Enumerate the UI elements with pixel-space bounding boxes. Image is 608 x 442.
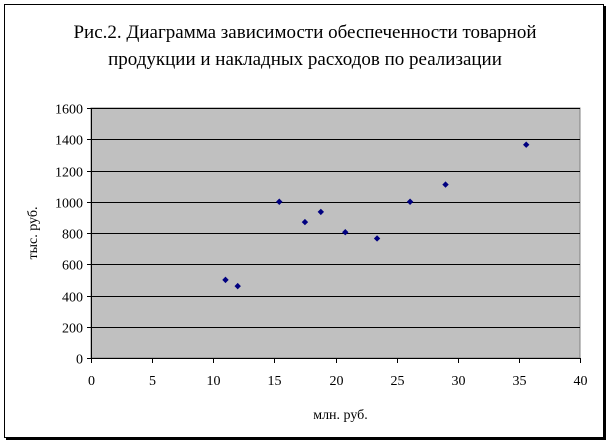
chart-frame: Рис.2. Диаграмма зависимости обеспеченно… xyxy=(4,4,604,438)
chart-title-line-2: продукции и накладных расходов по реализ… xyxy=(108,49,502,70)
data-points xyxy=(222,141,530,290)
axes xyxy=(91,108,580,359)
data-point xyxy=(317,208,325,216)
x-axis-label: млн. руб. xyxy=(313,408,368,423)
y-tick-label: 400 xyxy=(62,291,83,306)
x-tick-label: 25 xyxy=(391,374,405,389)
data-point xyxy=(342,229,349,236)
scatter-chart: 0 200 400 600 800 1000 1200 1400 1600 0 5 10 15 20 25… xyxy=(26,103,588,424)
y-tick-label: 1600 xyxy=(55,103,83,118)
data-point xyxy=(373,235,381,242)
chart-title: Рис.2. Диаграмма зависимости обеспеченно… xyxy=(5,19,605,73)
y-tick-label: 0 xyxy=(76,353,83,368)
data-point xyxy=(276,198,283,205)
gridlines xyxy=(91,108,580,328)
x-tick-label: 40 xyxy=(574,374,588,389)
data-point xyxy=(406,198,414,205)
y-axis-ticks: 0 200 400 600 800 1000 1200 1400 1600 xyxy=(55,103,91,368)
y-tick-label: 600 xyxy=(62,259,83,274)
y-tick-label: 200 xyxy=(62,322,83,337)
y-tick-label: 1200 xyxy=(55,166,83,181)
x-tick-label: 15 xyxy=(268,374,282,389)
data-point xyxy=(523,141,530,148)
x-tick-label: 10 xyxy=(207,374,221,389)
chart-title-line-1: Рис.2. Диаграмма зависимости обеспеченно… xyxy=(73,22,537,43)
data-point xyxy=(301,218,309,226)
data-point xyxy=(222,276,229,284)
y-tick-label: 800 xyxy=(62,228,83,243)
y-axis-label: тыс. руб. xyxy=(26,207,41,260)
x-tick-label: 30 xyxy=(452,374,466,389)
x-tick-label: 0 xyxy=(88,374,95,389)
data-point xyxy=(234,282,241,290)
y-tick-label: 1000 xyxy=(55,197,83,212)
x-tick-label: 20 xyxy=(330,374,344,389)
data-point xyxy=(442,181,449,188)
x-tick-label: 35 xyxy=(513,374,527,389)
x-axis-ticks: 0 5 10 15 20 25 30 35 40 xyxy=(88,358,588,389)
x-tick-label: 5 xyxy=(149,374,156,389)
y-tick-label: 1400 xyxy=(55,134,83,149)
